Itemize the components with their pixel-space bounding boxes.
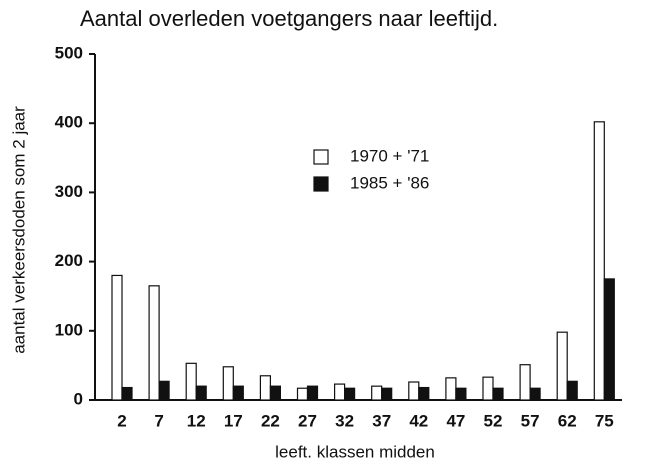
y-tick-label: 100 xyxy=(55,320,83,339)
bar xyxy=(519,364,531,401)
x-tick-label: 7 xyxy=(154,411,163,430)
x-tick-label: 27 xyxy=(298,411,317,430)
bar xyxy=(371,385,383,401)
x-tick-label: 2 xyxy=(117,411,126,430)
bar xyxy=(482,376,494,401)
bar xyxy=(195,385,207,401)
legend-swatch xyxy=(313,149,329,165)
bar xyxy=(232,385,244,401)
bar xyxy=(408,381,420,401)
x-tick-label: 57 xyxy=(521,411,540,430)
y-tick-label: 0 xyxy=(74,389,83,408)
x-axis-label: leeft. klassen midden xyxy=(275,442,435,461)
x-tick-label: 22 xyxy=(261,411,280,430)
bar xyxy=(222,366,234,401)
bar xyxy=(445,377,457,401)
bar xyxy=(593,121,605,401)
y-tick-label: 400 xyxy=(55,113,83,132)
legend-label: 1970 + '71 xyxy=(350,146,429,165)
bar xyxy=(306,385,319,401)
x-tick-label: 37 xyxy=(372,411,391,430)
bar xyxy=(344,387,356,401)
bar xyxy=(418,386,430,401)
y-tick-label: 200 xyxy=(55,251,83,270)
y-tick-label: 500 xyxy=(55,43,83,62)
bar xyxy=(158,380,170,401)
chart-title: Aantal overleden voetgangers naar leefti… xyxy=(80,6,498,31)
y-tick-label: 300 xyxy=(55,182,83,201)
bar xyxy=(381,387,393,401)
legend-swatch xyxy=(313,176,329,192)
y-axis-label: aantal verkeersdoden som 2 jaar xyxy=(9,106,28,354)
bar xyxy=(269,385,281,401)
bar xyxy=(185,362,197,401)
x-tick-label: 47 xyxy=(446,411,465,430)
bar xyxy=(566,380,578,401)
x-tick-label: 17 xyxy=(224,411,243,430)
bar xyxy=(121,386,133,401)
x-tick-label: 32 xyxy=(335,411,354,430)
x-tick-label: 12 xyxy=(187,411,206,430)
bar xyxy=(148,285,160,401)
bar xyxy=(296,387,309,401)
x-tick-label: 52 xyxy=(484,411,503,430)
bar xyxy=(529,387,541,401)
bar xyxy=(492,387,504,401)
x-tick-label: 75 xyxy=(595,411,614,430)
bar xyxy=(334,383,346,401)
x-tick-label: 42 xyxy=(409,411,428,430)
bar xyxy=(111,274,123,401)
bar xyxy=(455,387,467,401)
bar xyxy=(603,278,615,401)
bar xyxy=(556,331,568,401)
legend-label: 1985 + '86 xyxy=(350,173,429,192)
x-tick-label: 62 xyxy=(558,411,577,430)
bar xyxy=(259,375,271,401)
